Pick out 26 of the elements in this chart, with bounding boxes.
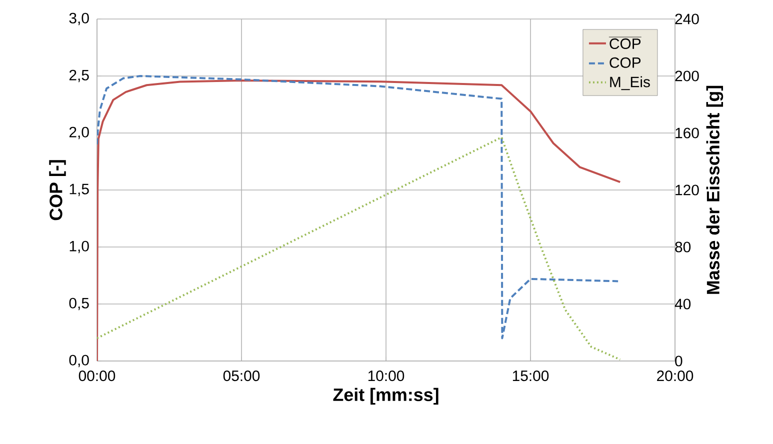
y2-tick-label: 80	[675, 242, 691, 252]
line-series	[97, 136, 622, 361]
y-tick-label: 0,5	[69, 298, 89, 310]
x-tick-label: 00:00	[78, 370, 116, 382]
y-axis-title: COP [-]	[49, 160, 66, 220]
legend-label: $\overline{\mathrm{COP}}$	[608, 37, 642, 50]
legend-label: COP	[610, 57, 641, 68]
y2-tick-label: 40	[674, 298, 691, 310]
x-tick-label: 10:00	[368, 370, 404, 382]
x-tick-label: 15:00	[512, 370, 549, 382]
y2-tick-label: 0	[675, 356, 682, 366]
y-tick-label: 1,5	[70, 184, 89, 196]
x-tick-label: 05:00	[223, 370, 260, 382]
x-tick-label: 20:00	[657, 370, 694, 382]
y2-axis-title: Masse der Eisschicht [g]	[706, 86, 724, 294]
y-tick-label: 0,0	[69, 354, 89, 368]
y-tick-label: 1,0	[70, 240, 89, 254]
legend-label: M_Eis	[610, 76, 650, 90]
y-tick-label: 2,0	[69, 126, 89, 140]
y-tick-label: 2,5	[69, 70, 89, 82]
y2-tick-label: 200	[675, 70, 699, 82]
y-tick-label: 3,0	[69, 12, 89, 26]
y2-tick-label: 240	[675, 14, 699, 24]
x-axis-title: Zeit [mm:ss]	[333, 388, 438, 405]
y2-tick-label: 160	[676, 128, 699, 138]
y2-tick-label: 120	[676, 184, 699, 196]
